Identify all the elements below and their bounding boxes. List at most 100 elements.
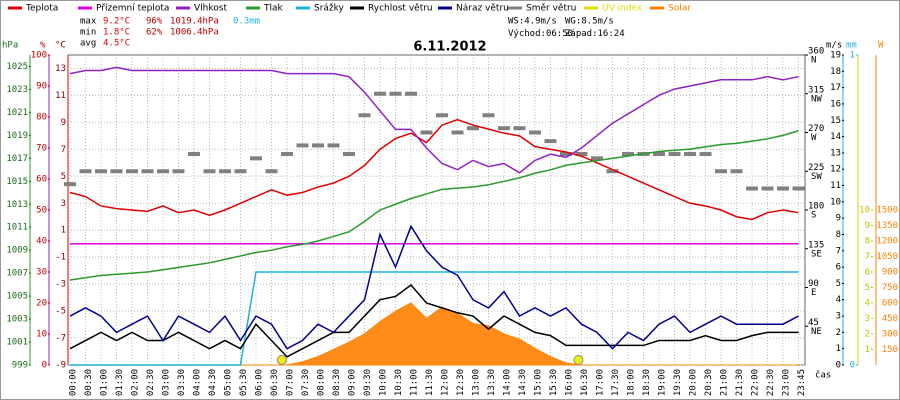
x-tick-label: 19:00: [658, 369, 668, 396]
y-tick-label: -9: [55, 361, 66, 371]
sunrise: Východ:06:50: [508, 29, 573, 39]
y-tick-label: 40: [36, 237, 47, 247]
y-tick-label: 1: [61, 226, 66, 236]
x-tick-label: 18:00: [627, 369, 637, 396]
x-tick-label: 01:30: [115, 369, 125, 396]
y-tick-label: 50: [36, 206, 47, 216]
stat-value: 1.8°C: [103, 28, 130, 38]
x-tick-label: 12:30: [456, 369, 466, 396]
y-tick-label: 12: [830, 165, 841, 175]
legend-label: Směr větru: [526, 4, 576, 14]
legend-label: Vlhkost: [194, 4, 227, 14]
stat-value: 0.3mm: [233, 17, 260, 27]
x-tick-label: 17:00: [596, 369, 606, 396]
axis-unit: %: [40, 41, 46, 51]
stat-value: 96%: [146, 17, 163, 27]
y-tick-label: 1350: [876, 221, 898, 231]
y-tick-label: 3: [61, 199, 66, 209]
y-tick-label: 9: [836, 214, 841, 224]
y-tick-label: 7: [836, 246, 841, 256]
stat-value: 1019.4hPa: [170, 17, 219, 27]
sunrise-marker: [276, 355, 287, 365]
y-tick-label: 900: [882, 268, 898, 278]
x-tick-label: 02:30: [146, 369, 156, 396]
wind-speed: WS:4.9m/s: [508, 17, 557, 27]
y-tick-label: 1007: [6, 269, 28, 279]
direction-mark: [467, 126, 479, 131]
y-tick-label: 11: [55, 91, 66, 101]
stat-value: 1006.4hPa: [170, 28, 219, 38]
y-tick-label: 3: [836, 312, 841, 322]
x-tick-label: 03:30: [177, 369, 187, 396]
y-tick-label: 9: [61, 118, 66, 128]
x-tick-label: 05:30: [239, 369, 249, 396]
direction-mark: [141, 169, 154, 174]
series-line: [70, 271, 799, 366]
x-tick-label: 13:00: [472, 369, 482, 396]
x-tick-label: 06:00: [255, 369, 265, 396]
y-tick-label: 17: [830, 83, 841, 93]
stat-value: 4.5°C: [103, 39, 130, 49]
x-tick-label: 06:30: [270, 369, 280, 396]
direction-mark: [529, 130, 541, 135]
direction-mark: [79, 169, 92, 174]
compass-label: W: [811, 133, 817, 143]
wind-gust: WG:8.5m/s: [565, 17, 614, 27]
direction-mark: [746, 186, 758, 191]
sunset: Západ:16:24: [565, 29, 625, 39]
y-tick-label: 100: [31, 51, 47, 61]
y-tick-label: 15: [830, 116, 841, 126]
x-tick-label: 15:00: [534, 369, 544, 396]
stat-label: avg: [80, 39, 96, 49]
compass-label: E: [811, 288, 816, 298]
y-tick-label: 5: [61, 172, 66, 182]
y-tick-label: 10: [36, 330, 47, 340]
y-tick-label: 1015: [6, 177, 28, 187]
y-tick-label: 1021: [6, 108, 28, 118]
y-tick-label: 18: [830, 67, 841, 77]
y-tick-label: 20: [36, 299, 47, 309]
direction-mark: [296, 143, 309, 148]
y-tick-label: 1009: [6, 246, 28, 256]
direction-mark: [777, 186, 789, 191]
direction-mark: [250, 156, 262, 161]
direction-mark: [389, 91, 402, 96]
direction-mark: [653, 152, 665, 157]
y-tick-label: 8: [865, 237, 870, 247]
x-tick-label: 10:30: [394, 369, 404, 396]
direction-mark: [544, 139, 557, 144]
y-tick-label: 30: [36, 268, 47, 278]
direction-mark: [451, 130, 464, 135]
x-axis-label: čas: [815, 370, 831, 381]
x-tick-label: 04:30: [208, 369, 218, 396]
y-tick-label: 150: [882, 345, 898, 355]
x-tick-label: 14:30: [518, 369, 528, 396]
legend-label: Srážky: [314, 4, 345, 14]
direction-mark: [606, 169, 619, 174]
legend-label: Solar: [668, 4, 691, 14]
direction-mark: [761, 186, 774, 191]
x-tick-label: 08:30: [332, 369, 342, 396]
direction-mark: [498, 126, 510, 131]
y-tick-label: 999: [12, 361, 28, 371]
legend-label: UV index: [602, 4, 643, 14]
direction-mark: [95, 169, 107, 174]
direction-mark: [420, 130, 433, 135]
direction-mark: [126, 169, 138, 174]
stat-label: min: [80, 28, 96, 38]
series-line: [69, 118, 799, 221]
y-tick-label: 70: [36, 144, 47, 154]
direction-mark: [591, 156, 603, 161]
legend-label: Náraz větru: [456, 4, 509, 14]
y-tick-label: 90: [36, 82, 47, 92]
y-tick-label: 1: [836, 344, 841, 354]
x-tick-label: 09:30: [363, 369, 373, 396]
series-line: [69, 66, 799, 174]
x-tick-label: 04:00: [193, 369, 203, 396]
x-tick-label: 15:30: [549, 369, 559, 396]
direction-mark: [715, 169, 727, 174]
y-tick-label: 300: [882, 330, 898, 340]
x-tick-label: 21:30: [735, 369, 745, 396]
y-tick-label: 7: [61, 145, 66, 155]
